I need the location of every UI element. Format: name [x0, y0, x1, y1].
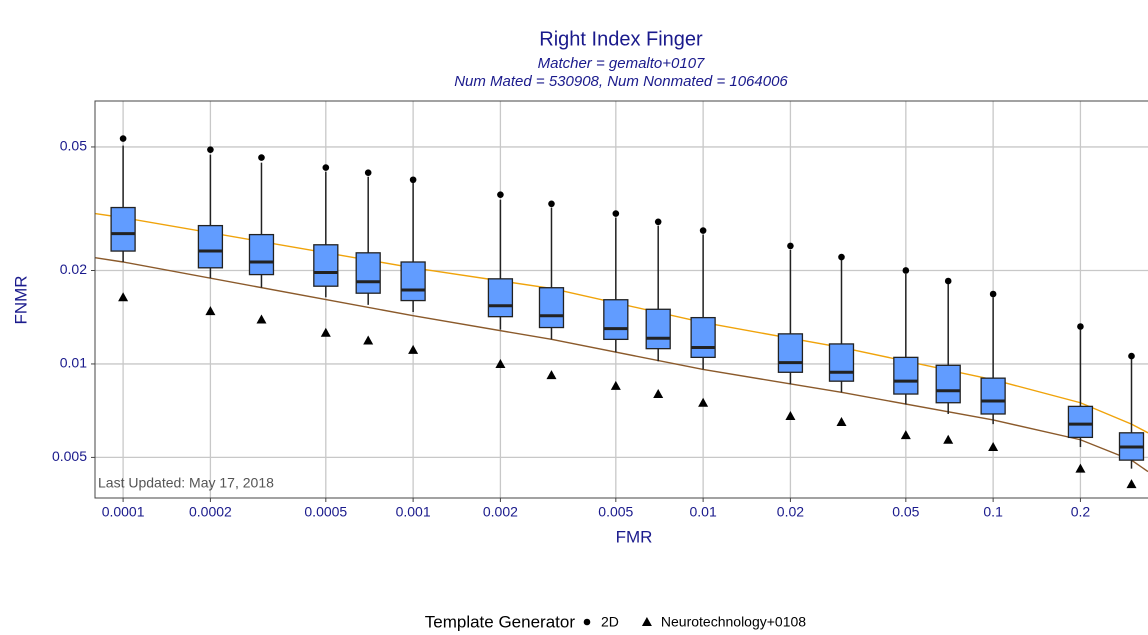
box: [893, 356, 919, 395]
circle-point: [699, 227, 707, 234]
panel-border: [94, 100, 1148, 499]
legend: 2D Neurotechnology+0108: [583, 614, 806, 630]
triangle-point: [653, 389, 664, 399]
circle-point: [548, 200, 555, 208]
x-tick-label: 0.001: [396, 504, 431, 520]
x-tick-label: 0.0002: [189, 504, 232, 520]
circle-point: [944, 277, 952, 285]
box: [355, 252, 381, 294]
triangle-point: [610, 380, 621, 390]
y-tick-label: 0.02: [60, 261, 87, 277]
x-tick-label: 0.2: [1071, 504, 1091, 520]
x-tick-label: 0.1: [983, 504, 1003, 520]
box: [197, 224, 224, 269]
circle-point: [612, 210, 620, 217]
annotation: Last Updated: May 17, 2018: [98, 475, 274, 491]
box: [980, 377, 1006, 415]
circle-point: [1077, 323, 1084, 330]
box: [400, 261, 426, 302]
box: [110, 206, 136, 252]
circle-point: [322, 164, 330, 171]
circle-point: [902, 267, 910, 274]
box: [603, 299, 629, 341]
x-tick-label: 0.02: [777, 504, 804, 520]
chart-subtitle: Matcher = gemalto+0107: [538, 55, 705, 72]
circle-point: [583, 618, 591, 626]
triangle-point: [641, 617, 652, 626]
chart-subtitle: Num Mated = 530908, Num Nonmated = 10640…: [454, 73, 788, 90]
y-tick-label: 0.01: [60, 355, 87, 371]
box: [828, 343, 855, 382]
triangle-point: [1126, 479, 1137, 489]
x-tick-label: 0.0005: [304, 504, 347, 520]
triangle-point: [698, 397, 709, 407]
trend-line: [95, 256, 1148, 473]
circle-point: [497, 191, 504, 198]
legend-title: Template Generator: [425, 612, 576, 631]
chart-title: Right Index Finger: [539, 28, 703, 50]
box: [487, 278, 514, 318]
legend-label: Neurotechnology+0108: [661, 614, 806, 630]
triangle-point: [1075, 463, 1086, 473]
x-tick-label: 0.05: [892, 504, 919, 520]
x-tick-label: 0.005: [598, 504, 633, 520]
triangle-point: [363, 335, 374, 345]
x-tick-label: 0.01: [689, 504, 716, 520]
box: [313, 244, 339, 287]
triangle-point: [546, 370, 557, 380]
triangle-point: [900, 430, 911, 440]
triangle-point: [320, 327, 331, 337]
y-axis-label: FNMR: [11, 275, 30, 324]
x-axis-label: FMR: [616, 527, 653, 546]
circle-point: [787, 242, 794, 250]
circle-point: [258, 154, 265, 161]
box: [935, 364, 961, 404]
triangle-point: [118, 292, 129, 302]
box: [1067, 405, 1094, 439]
circle-point: [989, 290, 997, 298]
circle-point: [838, 253, 845, 261]
box: [248, 233, 275, 276]
box: [690, 316, 716, 359]
legend-label: 2D: [601, 614, 619, 630]
circle-point: [119, 135, 127, 142]
triangle-point: [495, 358, 506, 368]
circle-point: [654, 218, 662, 226]
box: [538, 287, 565, 329]
y-tick-label: 0.05: [60, 138, 87, 154]
circle-point: [409, 176, 417, 184]
circle-point: [364, 169, 372, 177]
triangle-point: [988, 442, 999, 452]
x-tick-label: 0.0001: [102, 504, 145, 520]
triangle-point: [256, 314, 267, 324]
circle-point: [1128, 352, 1135, 360]
x-tick-label: 0.002: [483, 504, 518, 520]
triangle-point: [836, 417, 847, 427]
triangle-point: [943, 434, 954, 444]
circle-point: [207, 146, 214, 153]
y-tick-label: 0.005: [52, 448, 87, 464]
box: [777, 333, 804, 373]
triangle-point: [205, 306, 216, 316]
triangle-point: [408, 344, 419, 354]
plot-area: [95, 135, 1148, 489]
triangle-point: [785, 410, 796, 420]
box: [645, 308, 671, 350]
